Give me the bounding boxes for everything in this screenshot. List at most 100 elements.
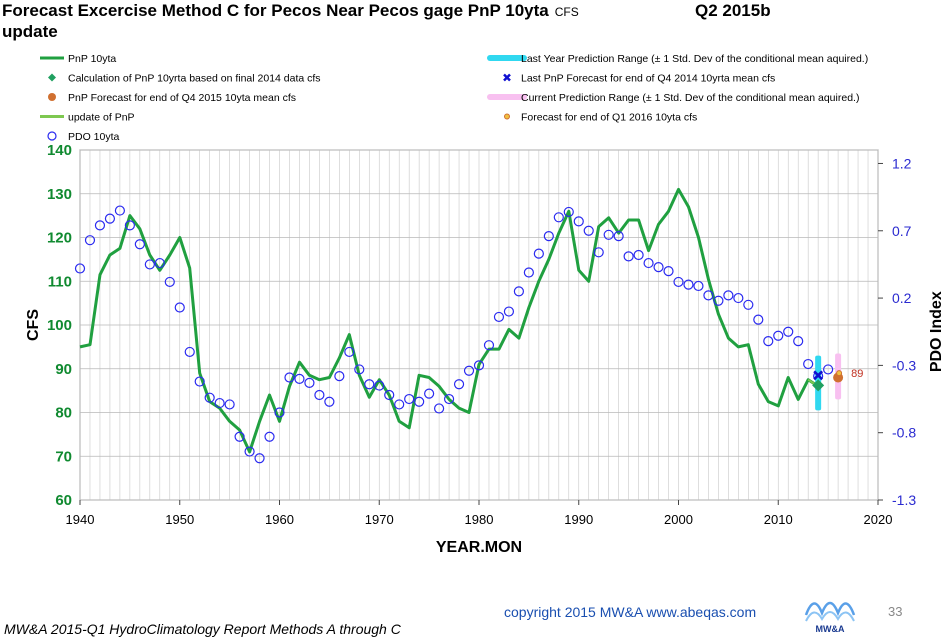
pdo-point xyxy=(164,276,175,288)
page-number: 33 xyxy=(888,604,903,619)
pdo-point xyxy=(284,372,295,383)
legend-label: Current Prediction Range (± 1 Std. Dev o… xyxy=(521,92,859,104)
pdo-point xyxy=(224,399,235,410)
legend-dot-icon xyxy=(48,93,56,101)
chart-area: 60 70 80 90 100 110 120 130 140 -1.3 -0.8 -0.3 0.2 0.… xyxy=(25,53,945,556)
x-tick-label: 1940 xyxy=(66,512,95,527)
pdo-point xyxy=(783,326,794,337)
x-tick-label: 1950 xyxy=(165,512,194,527)
pdo-point xyxy=(314,389,325,401)
pdo-point xyxy=(513,286,525,297)
y-tick-label: 80 xyxy=(55,405,72,422)
pdo-point xyxy=(364,379,375,390)
x-tick-label: 1960 xyxy=(265,512,294,527)
pdo-point xyxy=(274,407,285,418)
pdo-point xyxy=(134,239,145,250)
calculation-2014-marker xyxy=(812,379,825,392)
y2-axis-title: PDO Index xyxy=(928,291,945,372)
legend-label: Last PnP Forecast for end of Q4 2014 10y… xyxy=(521,73,775,85)
chart-title-text: Forecast Excercise Method C for Pecos Ne… xyxy=(2,1,549,20)
pdo-point xyxy=(184,346,195,358)
pdo-point xyxy=(94,220,106,231)
pdo-point xyxy=(374,380,385,391)
y-tick-label: 130 xyxy=(47,186,72,203)
x-axis-title: YEAR.MON xyxy=(436,539,522,556)
pdo-point xyxy=(244,446,255,457)
pdo-point xyxy=(354,364,365,375)
pdo-point xyxy=(344,346,355,358)
pdo-point xyxy=(543,231,554,242)
pdo-point xyxy=(603,229,614,240)
pdo-point xyxy=(553,212,564,223)
pdo-point xyxy=(234,431,245,442)
pdo-point xyxy=(523,267,534,278)
pdo-point xyxy=(703,290,714,301)
legend-label: update of PnP xyxy=(68,112,135,124)
mwa-logo: MW&A xyxy=(804,601,856,634)
pdo-point xyxy=(254,453,265,464)
legend-x-icon xyxy=(503,73,511,82)
pdo-point xyxy=(204,392,215,403)
pdo-point xyxy=(713,295,724,306)
pdo-point xyxy=(593,247,604,258)
x-tick-label: 1990 xyxy=(564,512,593,527)
pdo-point xyxy=(114,205,126,216)
y2-tick-label: -0.3 xyxy=(892,357,916,373)
pdo-point xyxy=(693,280,704,292)
pdo-point xyxy=(443,393,455,405)
pdo-point xyxy=(384,389,395,401)
pnp-10yta-line xyxy=(79,187,820,454)
pdo-point xyxy=(613,231,624,242)
pdo-point xyxy=(264,431,275,442)
y-tick-label: 70 xyxy=(55,448,72,465)
pdo-point xyxy=(124,220,135,231)
y2-tick-label: -0.8 xyxy=(892,425,916,441)
pdo-point xyxy=(324,396,335,407)
forecast-q1-2016-label: 89 xyxy=(851,368,863,380)
y-tick-label: 120 xyxy=(47,230,72,247)
pdo-point xyxy=(394,399,405,410)
pdo-point xyxy=(753,314,764,325)
legend-label: PnP Forecast for end of Q4 2015 10yta me… xyxy=(68,92,296,104)
pdo-point xyxy=(623,251,634,262)
pdo-point xyxy=(633,249,644,261)
y-tick-label: 140 xyxy=(47,142,72,159)
pdo-point xyxy=(733,292,744,304)
pdo-point xyxy=(404,393,415,405)
y-tick-label: 90 xyxy=(55,361,72,378)
logo-wave-icon xyxy=(804,601,856,617)
pdo-point xyxy=(803,358,814,370)
pdo-point xyxy=(74,263,86,274)
legend-label: Calculation of PnP 10yrta based on final… xyxy=(68,73,321,85)
pdo-point xyxy=(643,257,654,269)
pdo-point xyxy=(424,388,435,399)
logo-wave2-icon xyxy=(805,611,855,622)
pdo-point xyxy=(174,302,185,313)
pdo-point xyxy=(414,396,425,407)
pdo-point xyxy=(793,336,804,347)
pdo-point xyxy=(743,299,754,310)
pdo-point xyxy=(773,330,784,341)
x-tick-label: 2020 xyxy=(864,512,893,527)
pdo-point xyxy=(673,276,684,288)
report-footer: MW&A 2015-Q1 HydroClimatology Report Met… xyxy=(4,621,401,637)
chart-title-unit: CFS xyxy=(554,5,579,19)
pdo-point xyxy=(214,397,225,409)
legend-smalldot-icon xyxy=(504,113,510,120)
legend-label: PDO 10yta xyxy=(68,131,120,143)
pdo-point xyxy=(563,206,574,218)
pdo-point xyxy=(493,311,505,323)
last-forecast-marker xyxy=(813,370,824,381)
pdo-point xyxy=(154,257,165,269)
pdo-point xyxy=(573,216,584,227)
legend-diamond-icon xyxy=(48,73,56,82)
pdo-point xyxy=(304,377,315,388)
x-tick-label: 2000 xyxy=(664,512,693,527)
y2-tick-label: 1.2 xyxy=(892,155,912,171)
y-tick-label: 60 xyxy=(55,492,72,509)
pdo-point xyxy=(473,360,485,371)
pdo-point xyxy=(533,248,544,259)
legend-circle-icon xyxy=(47,131,57,141)
quarter-label: Q2 2015b xyxy=(695,1,771,20)
pdo-point xyxy=(503,306,515,317)
